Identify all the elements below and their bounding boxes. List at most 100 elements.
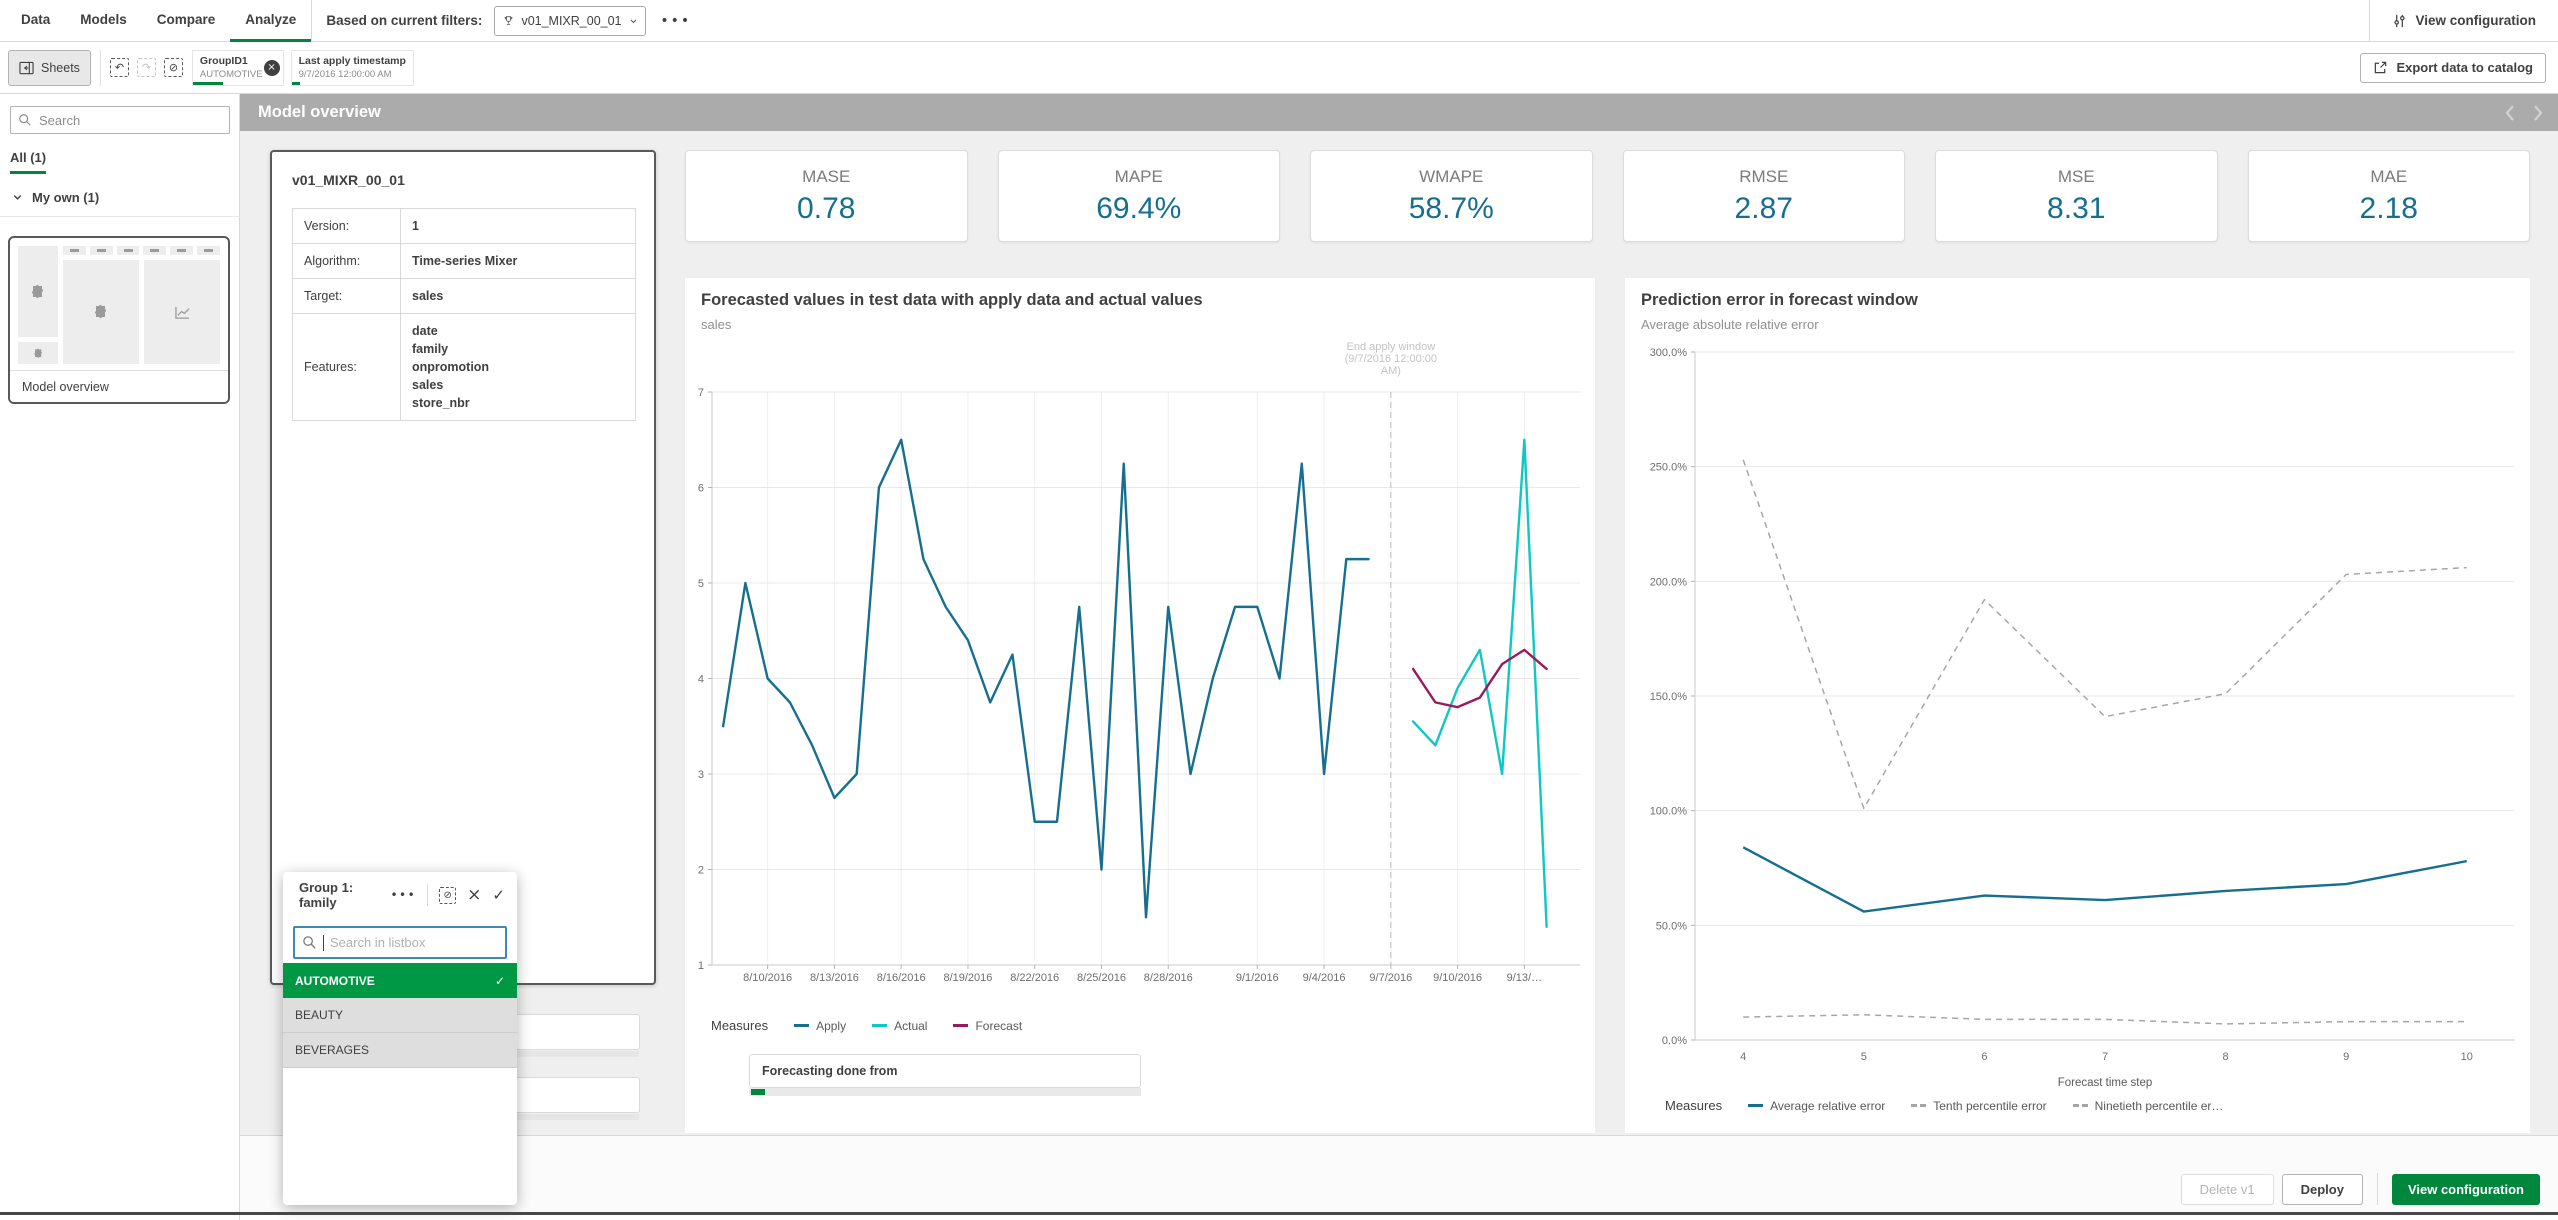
step-back-selection-button[interactable]: ↶ bbox=[109, 58, 129, 77]
top-tabs: Data Models Compare Analyze bbox=[6, 0, 312, 42]
sheet-title: Model overview bbox=[258, 103, 381, 121]
kpi-card-wmape[interactable]: WMAPE 58.7% bbox=[1310, 150, 1593, 242]
thumbnail-label: Model overview bbox=[10, 370, 228, 402]
tab-data[interactable]: Data bbox=[21, 11, 51, 27]
legend-swatch bbox=[872, 1024, 888, 1027]
svg-text:9/10/2016: 9/10/2016 bbox=[1433, 972, 1482, 984]
svg-text:6: 6 bbox=[698, 483, 704, 495]
chip-title: GroupID1 bbox=[199, 54, 248, 67]
clear-selections-button[interactable]: ⊘ bbox=[163, 58, 183, 77]
listbox-item-automotive[interactable]: AUTOMOTIVE ✓ bbox=[283, 963, 517, 998]
legend-item[interactable]: Tenth percentile error bbox=[1911, 1098, 2047, 1113]
legend-item[interactable]: Forecast bbox=[953, 1019, 1022, 1033]
legend-label: Actual bbox=[894, 1018, 928, 1033]
kpi-card-mse[interactable]: MSE 8.31 bbox=[1935, 150, 2218, 242]
export-data-button[interactable]: Export data to catalog bbox=[2360, 52, 2546, 83]
svg-text:9/1/2016: 9/1/2016 bbox=[1236, 972, 1279, 984]
model-info-table: Version: 1 Algorithm: Time-series Mixer Targ… bbox=[292, 208, 636, 421]
forecast-line-chart[interactable]: 7 6 5 4 3 2 1 8/10/2016 8/13/2016 8/16/2016 8/19/2… bbox=[685, 334, 1595, 994]
svg-text:8/25/2016: 8/25/2016 bbox=[1077, 972, 1126, 984]
filters-label: Based on current filters: bbox=[326, 13, 483, 28]
kpi-value: 2.18 bbox=[2359, 191, 2418, 225]
sheet-content: v01_MIXR_00_01 Version: 1 Algorithm: Time-s… bbox=[240, 131, 2558, 1135]
popup-search-input[interactable] bbox=[330, 935, 495, 950]
listbox-scrollbar-track[interactable] bbox=[749, 1088, 1141, 1096]
kpi-label: MSE bbox=[2057, 166, 2095, 186]
model-info-label: Features: bbox=[292, 313, 401, 421]
svg-text:(9/7/2016 12:00:00: (9/7/2016 12:00:00 bbox=[1345, 353, 1437, 365]
search-icon bbox=[19, 114, 31, 126]
view-configuration-link[interactable]: View configuration bbox=[2370, 13, 2558, 29]
model-info-card[interactable]: v01_MIXR_00_01 Version: 1 Algorithm: Time-s… bbox=[270, 150, 656, 985]
more-options-button[interactable]: ••• bbox=[660, 12, 692, 29]
legend-label: Tenth percentile error bbox=[1933, 1098, 2047, 1113]
kpi-label: MAPE bbox=[1114, 166, 1163, 186]
error-line-chart[interactable]: 300.0% 250.0% 200.0% 150.0% 100.0% 50.0% 0.0% 4… bbox=[1625, 334, 2530, 1094]
kpi-card-mae[interactable]: MAE 2.18 bbox=[2247, 150, 2530, 242]
sheets-toggle-button[interactable]: Sheets bbox=[8, 49, 91, 86]
sheets-sidebar: All (1) My own (1) bbox=[0, 94, 240, 1220]
model-select-dropdown[interactable]: v01_MIXR_00_01 bbox=[494, 5, 647, 36]
model-info-label: Target: bbox=[292, 278, 401, 314]
svg-text:1: 1 bbox=[698, 960, 704, 972]
popup-clear-selection-button[interactable]: ⊘ bbox=[439, 886, 457, 904]
legend-title: Measures bbox=[1665, 1098, 1723, 1113]
selection-chip-1[interactable]: GroupID1 AUTOMOTIVE × bbox=[191, 49, 284, 86]
chip-remove-button[interactable]: × bbox=[263, 59, 280, 76]
tab-models[interactable]: Models bbox=[80, 11, 127, 27]
chip-title: Last apply timestamp bbox=[298, 54, 406, 67]
model-info-value: sales bbox=[400, 278, 636, 314]
kpi-card-mape[interactable]: MAPE 69.4% bbox=[997, 150, 1280, 242]
legend-title: Measures bbox=[711, 1018, 769, 1033]
sidebar-search-input[interactable] bbox=[39, 112, 209, 128]
svg-text:10: 10 bbox=[2461, 1051, 2473, 1063]
popup-cancel-button[interactable]: × bbox=[467, 884, 482, 905]
legend-item[interactable]: Ninetieth percentile er… bbox=[2072, 1099, 2223, 1113]
popup-menu-button[interactable]: ••• bbox=[390, 888, 417, 902]
popup-divider bbox=[427, 884, 429, 906]
step-forward-selection-button[interactable]: ↷ bbox=[136, 58, 156, 77]
tab-compare[interactable]: Compare bbox=[156, 11, 216, 27]
sidebar-group-my-own[interactable]: My own (1) bbox=[12, 190, 99, 205]
search-icon bbox=[303, 936, 316, 949]
model-dropdown-value: v01_MIXR_00_01 bbox=[521, 13, 622, 28]
legend-item[interactable]: Actual bbox=[872, 1019, 927, 1033]
svg-text:Forecast time step: Forecast time step bbox=[2058, 1077, 2153, 1089]
puzzle-icon bbox=[33, 348, 42, 358]
svg-text:250.0%: 250.0% bbox=[1650, 462, 1688, 474]
puzzle-icon bbox=[31, 284, 44, 298]
sidebar-tab-all[interactable]: All (1) bbox=[10, 150, 47, 174]
next-sheet-button[interactable] bbox=[2532, 104, 2544, 122]
chart-subtitle: Average absolute relative error bbox=[1641, 317, 1819, 332]
selection-chip-2[interactable]: Last apply timestamp 9/7/2016 12:00:00 AM bbox=[290, 49, 414, 86]
listbox-item-beauty[interactable]: BEAUTY bbox=[283, 998, 517, 1033]
trophy-icon bbox=[504, 16, 513, 25]
group-label: My own (1) bbox=[32, 190, 100, 205]
svg-text:5: 5 bbox=[698, 578, 704, 590]
delete-version-button[interactable]: Delete v1 bbox=[2180, 1173, 2274, 1205]
sheet-thumbnail-model-overview[interactable]: Model overview bbox=[8, 236, 230, 404]
view-configuration-button[interactable]: View configuration bbox=[2391, 1173, 2540, 1205]
legend-item[interactable]: Apply bbox=[794, 1019, 846, 1033]
deploy-button[interactable]: Deploy bbox=[2281, 1173, 2363, 1205]
popup-search bbox=[293, 926, 507, 959]
legend-item[interactable]: Average relative error bbox=[1748, 1099, 1885, 1113]
forecasting-done-from-listbox[interactable]: Forecasting done from bbox=[749, 1054, 1141, 1088]
previous-sheet-button[interactable] bbox=[2504, 104, 2516, 122]
svg-text:5: 5 bbox=[1861, 1051, 1867, 1063]
model-name: v01_MIXR_00_01 bbox=[292, 172, 405, 188]
listbox-item-beverages[interactable]: BEVERAGES bbox=[283, 1033, 517, 1068]
nav-divider bbox=[311, 0, 313, 41]
listbox-popup: Group 1: family ••• ⊘ × ✓ AUTOMOTIVE✓BEA… bbox=[283, 872, 517, 1205]
export-label: Export data to catalog bbox=[2396, 60, 2533, 75]
listbox-scrollbar-handle[interactable] bbox=[751, 1089, 765, 1095]
kpi-value: 69.4% bbox=[1096, 191, 1182, 225]
popup-confirm-button[interactable]: ✓ bbox=[492, 886, 505, 904]
footer-bar: Delete v1 Deploy View configuration bbox=[240, 1135, 2558, 1212]
legend-swatch bbox=[1748, 1104, 1764, 1107]
kpi-card-rmse[interactable]: RMSE 2.87 bbox=[1622, 150, 1905, 242]
kpi-card-mase[interactable]: MASE 0.78 bbox=[685, 150, 968, 242]
tab-analyze[interactable]: Analyze bbox=[230, 0, 312, 42]
svg-text:8/28/2016: 8/28/2016 bbox=[1144, 972, 1193, 984]
model-info-row: Version: 1 bbox=[292, 208, 636, 244]
